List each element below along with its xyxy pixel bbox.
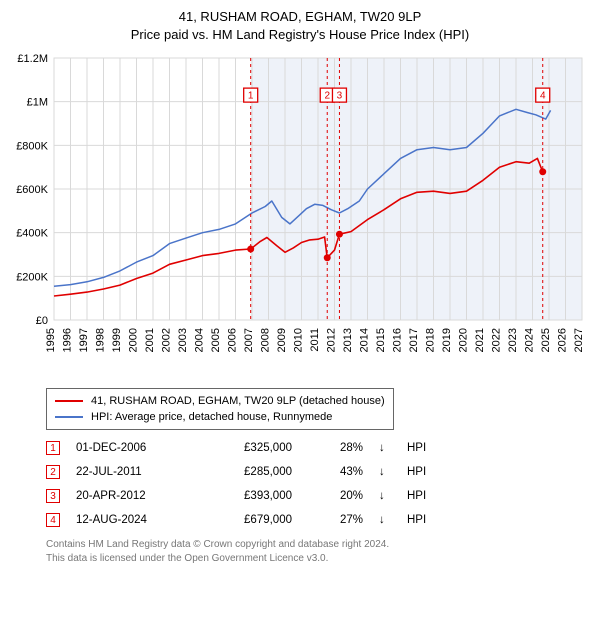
svg-text:£0: £0 — [36, 315, 48, 327]
transaction-price: £679,000 — [202, 514, 292, 526]
svg-text:2001: 2001 — [144, 328, 156, 352]
svg-text:2027: 2027 — [573, 328, 585, 352]
transaction-marker: 3 — [46, 489, 60, 503]
transactions-table: 1 01-DEC-2006 £325,000 28% ↓ HPI 2 22-JUL-2011 £… — [46, 436, 578, 532]
transaction-row: 3 20-APR-2012 £393,000 20% ↓ HPI — [46, 484, 578, 508]
title-address: 41, RUSHAM ROAD, EGHAM, TW20 9LP — [10, 8, 590, 26]
svg-text:2017: 2017 — [408, 328, 420, 352]
svg-text:3: 3 — [337, 91, 343, 102]
svg-text:2005: 2005 — [210, 328, 222, 352]
svg-text:2026: 2026 — [557, 328, 569, 352]
svg-text:2019: 2019 — [441, 328, 453, 352]
svg-text:2018: 2018 — [425, 328, 437, 352]
down-arrow-icon: ↓ — [379, 490, 391, 502]
svg-text:2015: 2015 — [375, 328, 387, 352]
price-chart: £0 £200K £400K £600K £800K £1M £1.2M 1995 1996 19… — [10, 50, 590, 380]
attribution: Contains HM Land Registry data © Crown c… — [46, 538, 578, 565]
svg-text:4: 4 — [540, 91, 546, 102]
legend-item: HPI: Average price, detached house, Runn… — [55, 409, 385, 425]
transaction-pct: 20% — [308, 490, 363, 502]
down-arrow-icon: ↓ — [379, 466, 391, 478]
transaction-price: £285,000 — [202, 466, 292, 478]
transaction-date: 22-JUL-2011 — [76, 466, 186, 478]
svg-text:2023: 2023 — [507, 328, 519, 352]
legend-label: 41, RUSHAM ROAD, EGHAM, TW20 9LP (detach… — [91, 395, 385, 407]
svg-text:2014: 2014 — [359, 328, 371, 352]
transaction-row: 1 01-DEC-2006 £325,000 28% ↓ HPI — [46, 436, 578, 460]
transaction-pct: 28% — [308, 442, 363, 454]
svg-text:£600K: £600K — [16, 184, 48, 196]
svg-text:1996: 1996 — [62, 328, 74, 352]
attribution-line2: This data is licensed under the Open Gov… — [46, 552, 578, 566]
svg-text:2022: 2022 — [491, 328, 503, 352]
svg-text:2: 2 — [324, 91, 330, 102]
svg-text:£400K: £400K — [16, 228, 48, 240]
svg-text:2025: 2025 — [540, 328, 552, 352]
transaction-pct: 27% — [308, 514, 363, 526]
transaction-marker: 2 — [46, 465, 60, 479]
svg-text:£800K: £800K — [16, 141, 48, 153]
svg-text:2007: 2007 — [243, 328, 255, 352]
svg-text:2009: 2009 — [276, 328, 288, 352]
svg-text:2006: 2006 — [227, 328, 239, 352]
legend-item: 41, RUSHAM ROAD, EGHAM, TW20 9LP (detach… — [55, 393, 385, 409]
legend-swatch — [55, 400, 83, 402]
svg-text:2002: 2002 — [161, 328, 173, 352]
transaction-row: 4 12-AUG-2024 £679,000 27% ↓ HPI — [46, 508, 578, 532]
legend-swatch — [55, 416, 83, 418]
svg-text:2020: 2020 — [458, 328, 470, 352]
svg-text:2004: 2004 — [194, 328, 206, 352]
transaction-date: 20-APR-2012 — [76, 490, 186, 502]
svg-text:2012: 2012 — [326, 328, 338, 352]
svg-text:2008: 2008 — [260, 328, 272, 352]
svg-text:2003: 2003 — [177, 328, 189, 352]
transaction-date: 12-AUG-2024 — [76, 514, 186, 526]
svg-text:2000: 2000 — [128, 328, 140, 352]
transaction-price: £393,000 — [202, 490, 292, 502]
transaction-date: 01-DEC-2006 — [76, 442, 186, 454]
transaction-ref: HPI — [407, 514, 437, 526]
svg-text:1998: 1998 — [95, 328, 107, 352]
svg-text:£1M: £1M — [27, 97, 48, 109]
svg-text:2016: 2016 — [392, 328, 404, 352]
svg-text:1999: 1999 — [111, 328, 123, 352]
legend: 41, RUSHAM ROAD, EGHAM, TW20 9LP (detach… — [46, 388, 394, 430]
down-arrow-icon: ↓ — [379, 442, 391, 454]
transaction-price: £325,000 — [202, 442, 292, 454]
svg-text:2010: 2010 — [293, 328, 305, 352]
transaction-marker: 4 — [46, 513, 60, 527]
legend-label: HPI: Average price, detached house, Runn… — [91, 411, 332, 423]
svg-text:1: 1 — [248, 91, 254, 102]
attribution-line1: Contains HM Land Registry data © Crown c… — [46, 538, 578, 552]
svg-text:2011: 2011 — [309, 328, 321, 352]
svg-text:2021: 2021 — [474, 328, 486, 352]
transaction-row: 2 22-JUL-2011 £285,000 43% ↓ HPI — [46, 460, 578, 484]
svg-text:1997: 1997 — [78, 328, 90, 352]
svg-text:2024: 2024 — [524, 328, 536, 352]
svg-text:£1.2M: £1.2M — [17, 53, 48, 65]
svg-text:£200K: £200K — [16, 272, 48, 284]
title-block: 41, RUSHAM ROAD, EGHAM, TW20 9LP Price p… — [10, 8, 590, 44]
transaction-marker: 1 — [46, 441, 60, 455]
svg-text:2013: 2013 — [342, 328, 354, 352]
transaction-ref: HPI — [407, 490, 437, 502]
down-arrow-icon: ↓ — [379, 514, 391, 526]
transaction-pct: 43% — [308, 466, 363, 478]
svg-text:1995: 1995 — [45, 328, 57, 352]
transaction-ref: HPI — [407, 466, 437, 478]
title-subtitle: Price paid vs. HM Land Registry's House … — [10, 26, 590, 44]
transaction-ref: HPI — [407, 442, 437, 454]
